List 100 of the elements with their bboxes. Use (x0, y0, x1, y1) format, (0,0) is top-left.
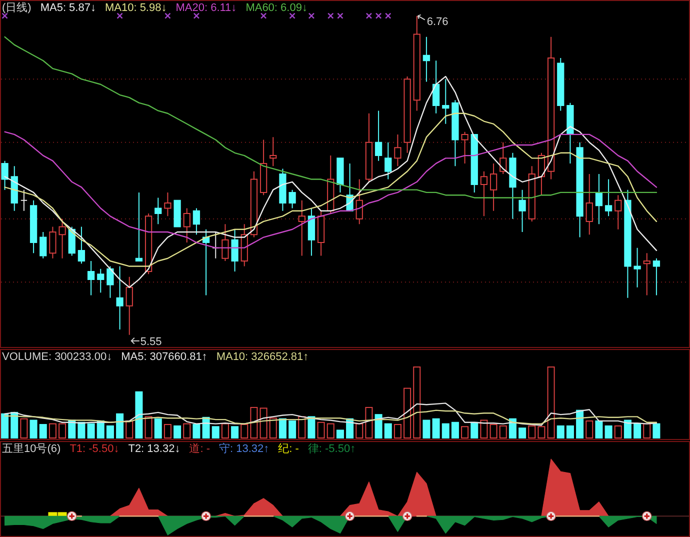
bar (126, 420, 134, 438)
bar (634, 423, 642, 438)
bar (135, 391, 143, 438)
bar (326, 423, 334, 438)
bar (480, 420, 488, 438)
chart-title: (日线) (2, 1, 32, 14)
bar (48, 423, 56, 438)
bar (547, 366, 555, 438)
bar (269, 418, 277, 438)
bar (432, 418, 440, 438)
candlestick (384, 142, 392, 180)
bar (20, 418, 28, 438)
bar (106, 425, 114, 438)
bar (624, 420, 632, 438)
text: MA60: 6.09↓ (246, 2, 308, 14)
candlestick (231, 228, 238, 272)
candlestick (595, 174, 603, 225)
bar (374, 414, 382, 438)
candlestick (586, 174, 593, 236)
bar (30, 420, 38, 438)
bar (604, 425, 612, 438)
candlestick (518, 189, 526, 232)
candlestick (10, 166, 18, 212)
text: MA5: 307660.81↑ (121, 351, 208, 363)
bar (643, 423, 651, 438)
candlestick (461, 131, 468, 164)
bar (652, 423, 660, 438)
bar (260, 408, 268, 438)
candlestick (126, 276, 133, 336)
bar (422, 420, 430, 438)
bar (116, 413, 124, 438)
candlestick (222, 224, 229, 262)
annotation: 6.76 (426, 16, 448, 28)
bar (499, 425, 507, 438)
candlestick (480, 170, 488, 217)
candlestick (279, 168, 286, 212)
candlestick (288, 189, 296, 209)
bar (413, 366, 421, 438)
bar (518, 428, 526, 438)
bar (394, 424, 402, 438)
candlestick (566, 102, 574, 164)
text: MA10: 326652.81↑ (216, 351, 309, 363)
candlestick (250, 170, 258, 238)
annotation: 5.55 (140, 336, 162, 348)
candlestick (557, 58, 564, 112)
chart-title: VOLUME: 300233.00↓ (2, 351, 112, 363)
candlestick (116, 266, 124, 330)
candlestick (87, 260, 95, 296)
candlestick (1, 160, 8, 190)
bar (365, 406, 373, 438)
candlestick (154, 197, 162, 225)
candlestick (576, 142, 584, 238)
bar (461, 426, 469, 438)
candlestick (365, 112, 373, 182)
candlestick (135, 192, 143, 262)
bar (192, 424, 200, 438)
bar (490, 424, 498, 438)
bar (288, 420, 296, 438)
bar (470, 422, 478, 438)
bar (614, 425, 622, 438)
candlestick (432, 60, 440, 114)
candlestick (614, 194, 622, 230)
candlestick (643, 252, 650, 296)
bar (356, 423, 364, 438)
bar (298, 416, 306, 438)
legend-label: T2: 13.32↓ (128, 443, 180, 455)
bar (595, 420, 603, 438)
candlestick (374, 110, 382, 162)
candlestick (30, 200, 38, 254)
bar (10, 412, 18, 438)
candlestick (144, 213, 152, 275)
bar (212, 426, 220, 438)
bar (58, 423, 66, 438)
candlestick (202, 228, 210, 296)
candlestick (490, 162, 498, 212)
bar (278, 418, 286, 438)
text: MA5: 5.87↓ (40, 2, 96, 14)
bar (566, 425, 574, 438)
bar (1, 413, 9, 438)
legend-label: T1: -5.50↓ (70, 443, 120, 455)
bar (528, 425, 536, 438)
legend-label: 守: 13.32↑ (218, 442, 270, 455)
candlestick (422, 36, 430, 82)
candlestick (452, 100, 459, 167)
text: 道: - (189, 443, 210, 455)
candlestick (509, 152, 516, 220)
candlestick (174, 200, 181, 228)
candlestick (413, 15, 420, 112)
candlestick (192, 208, 200, 236)
candlestick (327, 155, 334, 214)
candlestick (404, 76, 411, 154)
candlestick (528, 166, 536, 222)
text: MA20: 6.11↓ (176, 2, 237, 14)
candlestick (624, 189, 632, 298)
bar (221, 423, 229, 438)
candlestick (97, 268, 104, 294)
candlestick (20, 189, 28, 212)
candlestick (58, 218, 66, 259)
candlestick (106, 266, 114, 298)
candlestick (442, 78, 450, 124)
